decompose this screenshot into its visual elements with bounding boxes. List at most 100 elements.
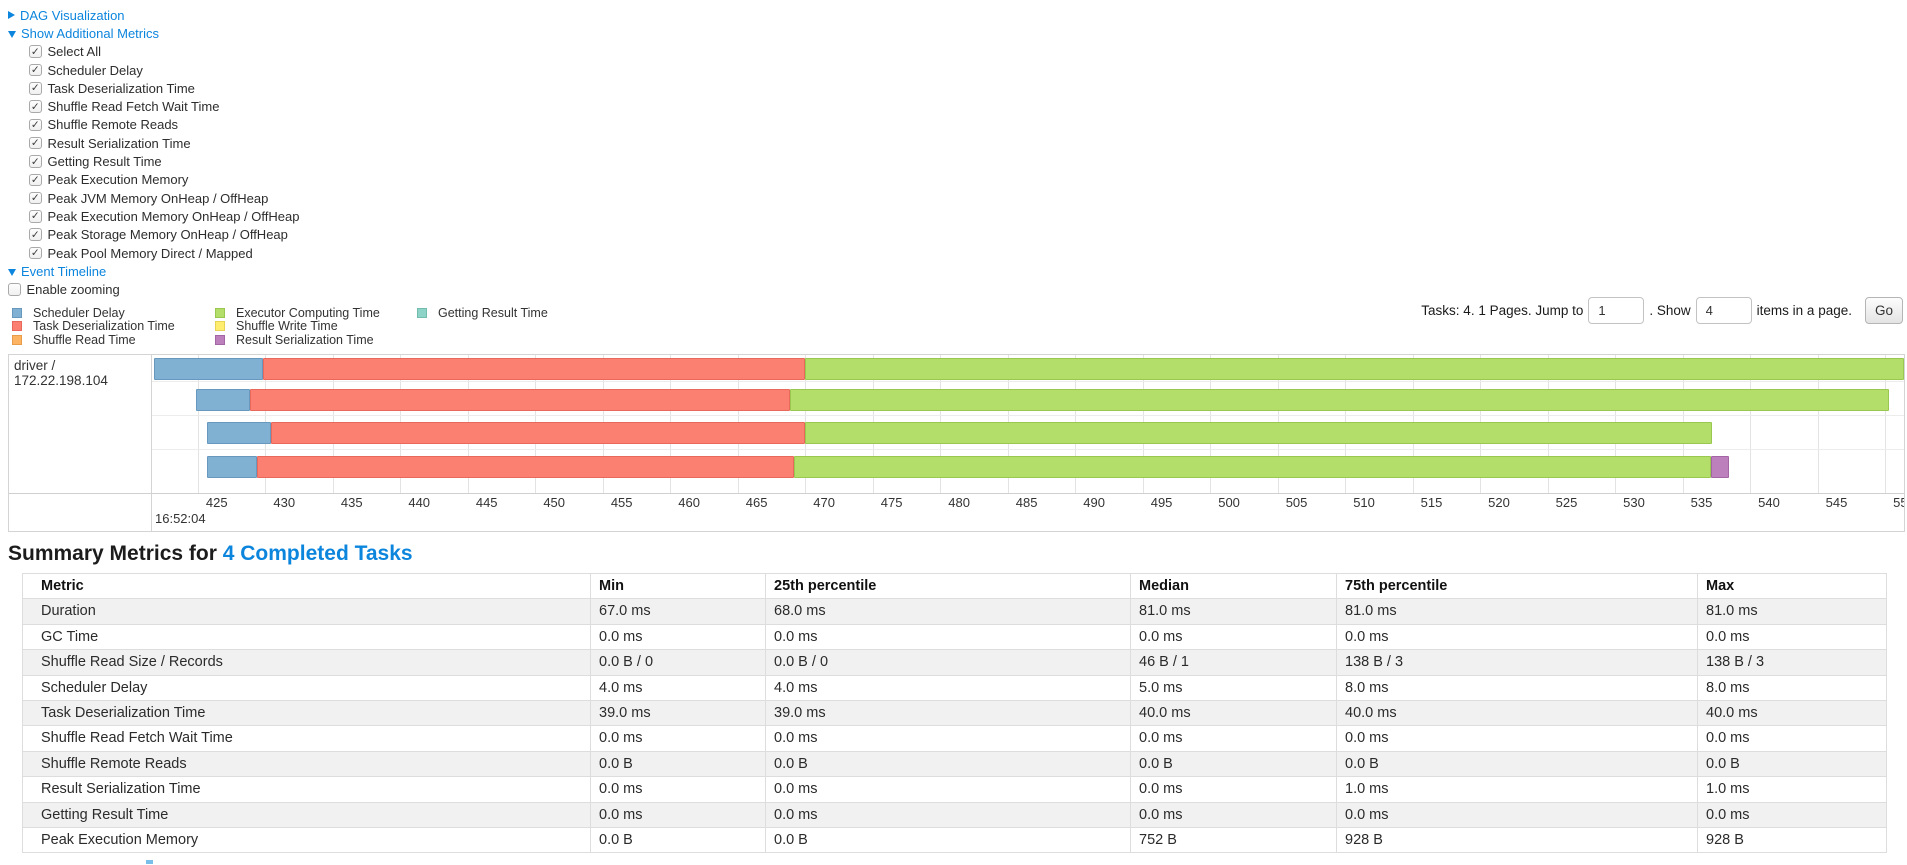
metric-checkbox-item[interactable]: Shuffle Remote Reads [8, 116, 299, 134]
legend-item: Shuffle Read Time [8, 333, 211, 347]
metric-value-cell: 0.0 ms [1697, 801, 1887, 829]
metric-value-cell: 4.0 ms [765, 674, 1131, 702]
metric-checkbox-item[interactable]: Peak Pool Memory Direct / Mapped [8, 244, 299, 262]
metric-checkbox-label: Peak Storage Memory OnHeap / OffHeap [47, 227, 288, 243]
legend-column: Executor Computing Time Shuffle Write Tim… [211, 306, 413, 347]
summary-heading-text: Summary Metrics for [8, 542, 217, 565]
legend-label: Getting Result Time [438, 305, 548, 320]
metric-value-cell: 81.0 ms [1336, 598, 1698, 625]
metric-checkbox-label: Peak Execution Memory [47, 172, 189, 188]
legend-label: Executor Computing Time [236, 305, 380, 320]
metric-value-cell: 0.0 B / 0 [590, 649, 766, 676]
checkbox-checked-icon[interactable] [29, 210, 42, 223]
enable-zooming-row[interactable]: Enable zooming [8, 280, 299, 298]
metric-checkbox-item[interactable]: Peak Execution Memory [8, 171, 299, 189]
summary-table-row: Task Deserialization Time 39.0 ms 39.0 ms 4… [22, 700, 1887, 727]
timeline-gridline [1885, 355, 1887, 493]
timeline-plot: 16:52:04 425 430 435 440 445 450 455 460 465 470 4… [152, 355, 1904, 531]
event-timeline-toggle[interactable]: Event Timeline [8, 262, 299, 280]
metric-checkbox-label: Task Deserialization Time [47, 80, 195, 96]
metric-checkbox-item[interactable]: Getting Result Time [8, 152, 299, 170]
metric-checkbox-item[interactable]: Peak Storage Memory OnHeap / OffHeap [8, 226, 299, 244]
go-button[interactable]: Go [1864, 296, 1903, 324]
metric-value-cell: 81.0 ms [1697, 598, 1887, 625]
timeline-tick-label: 445 [475, 495, 498, 510]
metric-value-cell: 68.0 ms [765, 598, 1131, 625]
metric-value-cell: 0.0 ms [1130, 725, 1337, 752]
timeline-row-separator [152, 449, 1904, 450]
legend-item: Scheduler Delay [8, 306, 211, 320]
metric-name-cell: Shuffle Read Size / Records [22, 649, 591, 676]
metric-checkbox-item[interactable]: Select All [8, 43, 299, 61]
timeline-major-time-label: 16:52:04 [155, 511, 206, 526]
dag-visualization-toggle[interactable]: DAG Visualization [8, 6, 299, 24]
summary-table-row: GC Time 0.0 ms 0.0 ms 0.0 ms 0.0 ms 0.0 ms [22, 623, 1887, 651]
timeline-tick-label: 440 [408, 495, 431, 510]
checkbox-checked-icon[interactable] [29, 82, 42, 95]
metric-value-cell: 0.0 ms [590, 776, 766, 803]
metric-value-cell: 1.0 ms [1336, 776, 1698, 803]
legend-column: Scheduler Delay Task Deserialization Time… [8, 306, 211, 347]
pagination-show-text: . Show [1649, 302, 1691, 318]
checkbox-checked-icon[interactable] [29, 45, 42, 58]
metric-value-cell: 0.0 ms [590, 623, 766, 651]
task-segment-executor-computing [790, 389, 1890, 412]
show-additional-metrics-toggle[interactable]: Show Additional Metrics [8, 24, 299, 42]
metric-value-cell: 928 B [1336, 827, 1698, 854]
event-timeline-link[interactable]: Event Timeline [21, 263, 107, 279]
checkbox-checked-icon[interactable] [29, 155, 42, 168]
page-size-input[interactable] [1695, 296, 1752, 324]
metric-checkbox-item[interactable]: Scheduler Delay [8, 61, 299, 79]
legend-label: Shuffle Read Time [33, 332, 136, 347]
metric-value-cell: 39.0 ms [590, 700, 766, 727]
metric-value-cell: 0.0 ms [1697, 725, 1887, 752]
timeline-group-label: driver / 172.22.198.104 [14, 358, 108, 388]
metric-checkbox-label: Select All [47, 44, 101, 60]
completed-tasks-link[interactable]: 4 Completed Tasks [222, 542, 413, 565]
enable-zooming-checkbox[interactable] [8, 283, 21, 296]
timeline-tick-label: 490 [1083, 495, 1105, 510]
page-jump-input[interactable] [1588, 296, 1645, 324]
metric-value-cell: 0.0 ms [1336, 623, 1698, 651]
metric-checkbox-item[interactable]: Task Deserialization Time [8, 79, 299, 97]
metric-value-cell: 0.0 B [765, 750, 1131, 778]
checkbox-checked-icon[interactable] [29, 246, 42, 260]
timeline-tick-label: 480 [948, 495, 970, 510]
checkbox-checked-icon[interactable] [29, 118, 42, 132]
checkbox-checked-icon[interactable] [29, 63, 42, 77]
metric-value-cell: 0.0 ms [1130, 623, 1337, 651]
metric-checkbox-item[interactable]: Peak JVM Memory OnHeap / OffHeap [8, 189, 299, 207]
summary-table-header-row: Metric Min 25th percentile Median 75th perce… [22, 572, 1887, 600]
timeline-row-separator [152, 381, 1904, 382]
summary-metrics-heading: Summary Metrics for 4 Completed Tasks [8, 542, 413, 566]
metric-value-cell: 46 B / 1 [1130, 649, 1337, 676]
metric-value-cell: 0.0 ms [1336, 801, 1698, 829]
metric-name-cell: Getting Result Time [22, 801, 591, 829]
checkbox-checked-icon[interactable] [29, 173, 42, 187]
checkbox-checked-icon[interactable] [29, 228, 42, 241]
show-additional-metrics-link[interactable]: Show Additional Metrics [21, 25, 160, 41]
pagination-info-text: Tasks: 4. 1 Pages. Jump to [1421, 302, 1584, 318]
checkbox-checked-icon[interactable] [29, 136, 42, 150]
legend-label: Result Serialization Time [236, 332, 374, 347]
timeline-legend: Scheduler Delay Task Deserialization Time… [8, 306, 548, 347]
metric-value-cell: 81.0 ms [1130, 598, 1337, 625]
chevron-down-icon [8, 268, 16, 276]
timeline-tick-label: 465 [745, 495, 768, 510]
metric-value-cell: 0.0 ms [590, 801, 766, 829]
checkbox-checked-icon[interactable] [29, 100, 42, 113]
dag-visualization-link[interactable]: DAG Visualization [20, 7, 125, 23]
metric-checkbox-item[interactable]: Shuffle Read Fetch Wait Time [8, 97, 299, 115]
metric-checkbox-item[interactable]: Result Serialization Time [8, 134, 299, 152]
metric-name-cell: Shuffle Read Fetch Wait Time [22, 725, 591, 752]
timeline-tick-label: 450 [543, 495, 566, 510]
metric-value-cell: 8.0 ms [1697, 674, 1887, 702]
legend-item: Result Serialization Time [211, 333, 413, 347]
metric-checkbox-item[interactable]: Peak Execution Memory OnHeap / OffHeap [8, 207, 299, 225]
checkbox-checked-icon[interactable] [29, 191, 42, 205]
metric-value-cell: 0.0 ms [1336, 725, 1698, 752]
legend-swatch-scheduler-delay [12, 307, 22, 318]
timeline-tick-label: 430 [273, 495, 296, 510]
legend-item: Executor Computing Time [211, 306, 413, 320]
timeline-tick-label: 475 [880, 495, 903, 510]
